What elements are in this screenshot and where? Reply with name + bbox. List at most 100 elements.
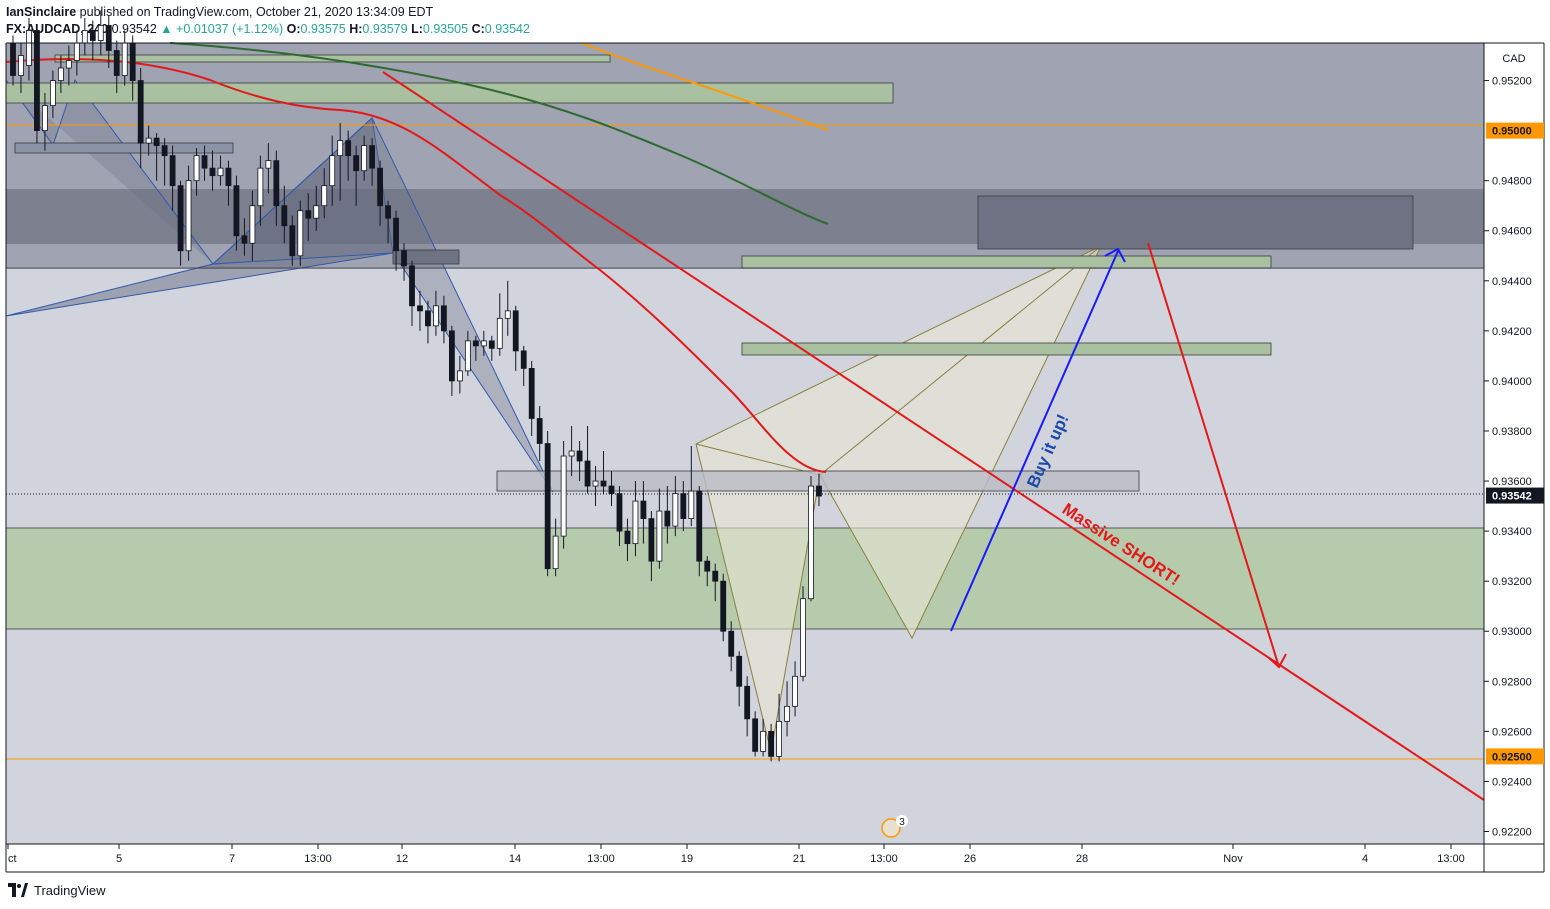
candle-body: [73, 42, 80, 61]
candle-body: [42, 105, 48, 132]
price-tick-label: 0.93800: [1492, 426, 1532, 438]
price-tick-label: 0.93000: [1492, 626, 1532, 638]
high-label: H:: [349, 22, 363, 36]
candle-body: [249, 205, 256, 244]
published-text: published on TradingView.com, October 21…: [79, 5, 434, 19]
candle-body: [50, 80, 56, 106]
price-tick-label: 0.94400: [1492, 276, 1532, 288]
candle-body: [696, 490, 703, 562]
candle-body: [401, 250, 407, 267]
candle-body: [456, 370, 463, 382]
candle-body: [241, 235, 248, 244]
buy-arrow-head: [1104, 247, 1126, 263]
short-arrow-head: [1268, 653, 1287, 669]
candle-body: [441, 305, 447, 332]
candle-body: [544, 443, 551, 570]
price-tag: [1486, 748, 1544, 765]
candle-body: [536, 418, 543, 444]
price-tick-label: 0.94200: [1492, 326, 1532, 338]
event-badge-icon[interactable]: [881, 818, 901, 838]
price-tick-label: 0.95200: [1492, 76, 1532, 88]
candle-body: [185, 180, 192, 252]
candle-body: [592, 480, 599, 487]
candle-body: [528, 368, 535, 419]
candle-body: [233, 185, 240, 237]
candle-body: [560, 455, 567, 537]
candle-body: [161, 145, 168, 157]
price-tags: 0.95000 0.93542 0.92500: [1486, 122, 1544, 765]
candle-body: [552, 535, 559, 570]
time-tick-label: 4: [1362, 853, 1368, 865]
tradingview-logo-icon[interactable]: [8, 883, 28, 897]
moving-average-orange: [581, 42, 829, 131]
candle-body: [744, 685, 751, 720]
time-ticks[interactable]: ct 5 7 13:00 12 14 13:00 19 21 13:00 26 28 Nov 4 13:00: [7, 844, 1465, 865]
candle-body: [712, 570, 719, 582]
footer: TradingView: [8, 880, 106, 900]
candle-body: [808, 485, 814, 600]
candle-body: [257, 167, 264, 207]
publisher-name[interactable]: IanSinclaire: [6, 5, 77, 19]
harmonic-pattern-blue-3: [5, 78, 214, 265]
candle-body: [369, 145, 376, 169]
price-tick-label: 0.92800: [1492, 676, 1532, 688]
candle-body: [656, 510, 663, 562]
candle-body: [97, 25, 104, 41]
open-label: O:: [286, 22, 301, 36]
time-tick-label: ct: [8, 853, 17, 865]
close-label: C:: [471, 22, 485, 36]
candle-body: [105, 25, 112, 51]
candle-body: [193, 155, 200, 182]
candle-body: [792, 675, 798, 707]
price-tick-label: 0.93400: [1492, 526, 1532, 538]
time-tick-label: 13:00: [587, 853, 615, 865]
candle-body: [736, 655, 743, 687]
candle-body: [704, 560, 711, 572]
candle-body: [472, 340, 479, 347]
price-tag-label: 0.92500: [1492, 751, 1532, 763]
candle-body: [393, 217, 399, 252]
candle-body: [624, 530, 631, 545]
time-tick-label: 14: [509, 853, 521, 865]
footer-brand[interactable]: TradingView: [34, 882, 106, 898]
time-tick-label: Nov: [1223, 853, 1243, 865]
last-price: 0.93542: [111, 22, 157, 36]
candle-body: [81, 30, 88, 44]
short-trendline: [382, 71, 1485, 801]
candle-body: [480, 340, 487, 347]
zone-box-7: [741, 342, 1272, 356]
candle-body: [313, 205, 320, 219]
candle-body: [576, 450, 583, 462]
candle-body: [281, 205, 288, 227]
low-value: 0.93505: [422, 22, 469, 36]
candle-body: [600, 480, 607, 487]
candle-body: [417, 305, 423, 312]
candle-body: [321, 185, 328, 207]
candle-body: [520, 350, 527, 369]
price-tick-label: 0.94000: [1492, 376, 1532, 388]
price-axis[interactable]: [1484, 43, 1544, 844]
price-tick-label: 0.93600: [1492, 476, 1532, 488]
candle-body: [720, 580, 727, 632]
candle-body: [433, 305, 439, 327]
price-tick-label: 0.94600: [1492, 226, 1532, 238]
candle-body: [464, 340, 471, 372]
candle-body: [10, 42, 16, 76]
candle-body: [26, 30, 32, 66]
zone-box-6: [741, 255, 1272, 269]
price-tick-label: 0.92200: [1492, 826, 1532, 838]
candle-body: [209, 167, 216, 177]
price-tag-label: 0.93542: [1492, 491, 1532, 503]
time-tick-label: 21: [793, 853, 805, 865]
price-tick-label: 0.94800: [1492, 176, 1532, 188]
time-tick-label: 5: [116, 853, 122, 865]
candle-body: [448, 330, 455, 382]
candle-body: [409, 265, 415, 307]
price-tag-label: 0.95000: [1492, 126, 1532, 138]
candle-body: [816, 485, 822, 497]
price-tag: [1486, 122, 1544, 139]
candle-body: [568, 450, 575, 457]
candles-group: [10, 10, 822, 762]
candle-body: [768, 730, 774, 757]
